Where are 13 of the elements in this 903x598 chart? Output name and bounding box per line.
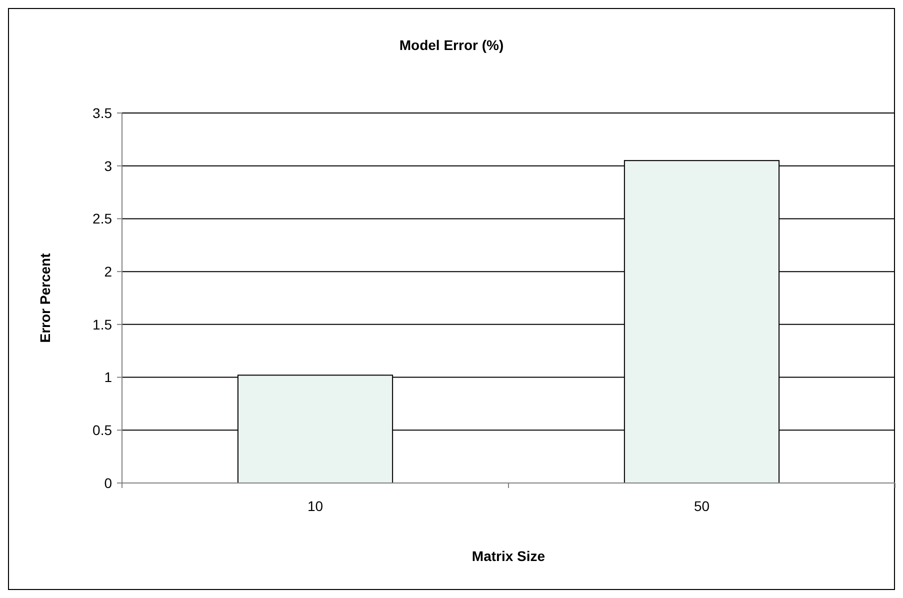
y-tick-label: 2.5 [92,210,112,227]
y-tick-label: 0 [104,474,112,491]
x-axis-title: Matrix Size [472,548,546,564]
y-tick-label: 1 [104,369,112,386]
y-tick-label: 3.5 [92,104,112,121]
x-tick-label: 10 [307,498,324,514]
y-tick-label: 0.5 [92,422,112,438]
y-tick-label: 3 [104,158,112,174]
y-axis-title: Error Percent [37,252,53,343]
y-tick-label: 2 [104,263,112,280]
x-tick-label: 50 [694,498,710,514]
y-tick-label: 1.5 [92,316,112,332]
chart-title: Model Error (%) [399,37,504,53]
